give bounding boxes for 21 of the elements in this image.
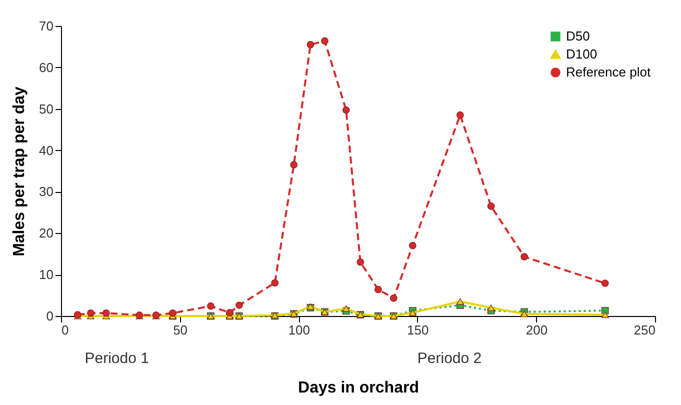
legend-label: D50 <box>566 28 590 44</box>
y-tick-label: 10 <box>39 267 54 282</box>
x-tick-label: 50 <box>173 322 188 338</box>
x-tick-label: 100 <box>288 322 310 338</box>
text: Periodo 1 <box>84 350 149 367</box>
y-tick-label: 20 <box>39 226 54 241</box>
text: Periodo 2 <box>417 350 482 367</box>
x-axis-title: Days in orchard <box>298 380 419 396</box>
x-tick-label: 250 <box>634 322 656 338</box>
x-tick-label: 200 <box>526 322 548 338</box>
y-axis-title: Males per trap per day <box>11 86 28 256</box>
legend-label: Reference plot <box>566 64 651 80</box>
y-tick-label: 0 <box>46 308 54 324</box>
y-tick-label: 70 <box>39 18 54 34</box>
y-tick-label: 30 <box>39 184 54 200</box>
x-tick-label: 0 <box>62 322 69 338</box>
x-tick-label: 150 <box>407 322 429 338</box>
y-tick-label: 50 <box>39 101 54 116</box>
legend-label: D100 <box>566 46 598 62</box>
y-tick-label: 60 <box>39 60 54 75</box>
y-tick-label: 40 <box>39 142 54 158</box>
